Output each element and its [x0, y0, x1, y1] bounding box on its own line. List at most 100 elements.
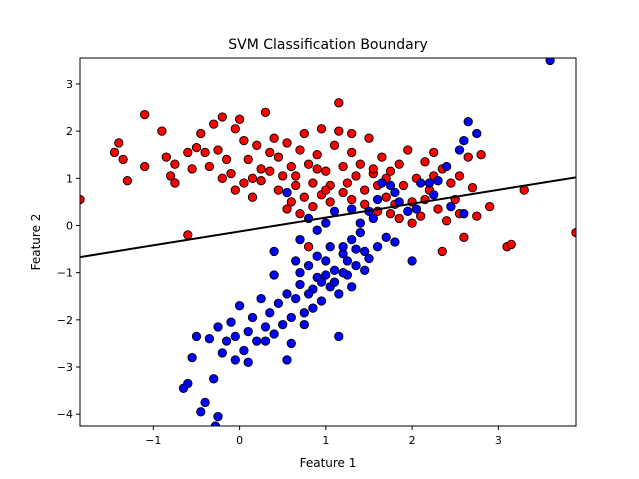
point-series-0-69: [429, 147, 439, 158]
point-series-1-37: [282, 289, 292, 299]
point-series-1-41: [265, 308, 275, 318]
point-series-1-26: [329, 265, 340, 275]
point-series-0-43: [316, 124, 327, 134]
y-tick-label: −1: [57, 267, 73, 280]
point-series-0-104: [385, 209, 396, 219]
plot-area: [79, 57, 577, 427]
x-tick-label: 2: [409, 434, 416, 447]
point-series-0-113: [291, 171, 301, 181]
point-series-1-78: [390, 187, 400, 198]
point-series-1-101: [243, 357, 253, 367]
point-series-1-99: [347, 282, 357, 292]
point-series-1-35: [291, 293, 301, 304]
x-axis-label: Feature 1: [300, 456, 357, 470]
point-series-0-20: [217, 112, 227, 122]
point-series-0-70: [433, 204, 443, 214]
point-series-1-96: [321, 270, 331, 280]
point-series-1-38: [278, 319, 288, 330]
point-series-0-5: [114, 138, 124, 148]
point-series-0-19: [213, 145, 223, 155]
point-series-1-98: [338, 268, 348, 278]
point-series-1-42: [260, 322, 271, 332]
point-series-1-95: [312, 251, 322, 261]
point-series-0-67: [420, 157, 430, 167]
point-series-1-69: [312, 225, 322, 235]
point-series-0-7: [140, 161, 150, 172]
point-series-0-27: [247, 173, 258, 183]
point-series-0-14: [191, 142, 202, 153]
point-series-0-90: [347, 128, 357, 139]
point-series-0-2: [157, 126, 167, 136]
point-series-0-42: [312, 150, 322, 160]
point-series-0-3: [109, 147, 120, 158]
point-series-1-45: [247, 312, 258, 323]
point-series-0-28: [252, 140, 262, 150]
point-series-0-34: [278, 171, 288, 181]
point-series-1-56: [200, 397, 210, 408]
point-series-1-22: [347, 234, 357, 245]
point-series-1-19: [360, 246, 370, 257]
x-axis-ticks: −1 0 1 2 3: [145, 426, 502, 447]
point-series-0-15: [196, 128, 206, 139]
point-series-0-54: [364, 133, 374, 143]
decision-boundary-line: [80, 176, 576, 259]
point-series-0-16: [200, 147, 210, 158]
point-series-1-47: [239, 345, 249, 356]
point-series-1-44: [252, 336, 262, 346]
point-series-1-89: [342, 256, 353, 266]
point-series-1-79: [403, 206, 413, 216]
point-series-0-108: [273, 185, 284, 195]
point-series-0-25: [239, 135, 249, 146]
point-series-0-11: [170, 178, 180, 188]
x-tick-label: 3: [495, 434, 502, 447]
point-series-1-91: [360, 265, 370, 275]
point-series-0-33: [273, 152, 284, 162]
point-series-0-66: [416, 211, 426, 221]
point-series-1-81: [424, 178, 435, 188]
point-series-1-65: [282, 355, 292, 365]
point-series-0-51: [351, 171, 361, 181]
point-series-0-73: [446, 178, 456, 188]
point-series-0-100: [338, 187, 348, 198]
point-series-0-87: [303, 242, 314, 252]
point-series-1-100: [260, 336, 271, 346]
point-series-1-36: [286, 312, 296, 323]
point-series-0-17: [204, 161, 215, 172]
point-series-0-48: [338, 161, 348, 172]
point-series-1-15: [385, 180, 396, 191]
point-series-1-33: [299, 308, 309, 318]
point-series-1-14: [381, 232, 391, 242]
point-series-1-58: [191, 331, 202, 342]
point-series-0-53: [360, 185, 370, 195]
point-series-0-46: [329, 140, 340, 150]
y-tick-label: 3: [66, 78, 73, 91]
y-tick-label: −3: [57, 361, 73, 374]
point-series-0-89: [334, 126, 344, 136]
y-tick-label: −2: [57, 314, 73, 327]
point-series-1-54: [209, 374, 219, 384]
point-series-1-40: [269, 329, 279, 339]
point-series-1-3: [459, 135, 469, 146]
point-series-0-95: [295, 209, 305, 219]
point-series-1-32: [303, 260, 314, 271]
point-series-1-67: [269, 246, 279, 257]
point-series-1-17: [368, 213, 378, 224]
x-tick-label: 1: [322, 434, 329, 447]
point-series-0-61: [394, 159, 404, 169]
point-series-0-77: [463, 152, 473, 162]
point-series-1-20: [355, 227, 365, 238]
point-series-0-110: [247, 192, 258, 202]
point-series-0-99: [325, 197, 335, 207]
point-series-0-96: [299, 192, 309, 202]
point-series-1-39: [273, 298, 284, 308]
point-series-0-41: [308, 178, 318, 188]
chart-title: SVM Classification Boundary: [228, 37, 428, 53]
plot-frame: [79, 57, 577, 427]
point-series-0-92: [239, 178, 249, 188]
x-tick-label: 0: [236, 434, 243, 447]
point-series-1-59: [187, 352, 197, 363]
point-series-1-49: [230, 355, 240, 365]
point-series-1-13: [390, 237, 400, 247]
point-series-0-32: [269, 133, 279, 143]
point-series-1-28: [321, 256, 331, 266]
